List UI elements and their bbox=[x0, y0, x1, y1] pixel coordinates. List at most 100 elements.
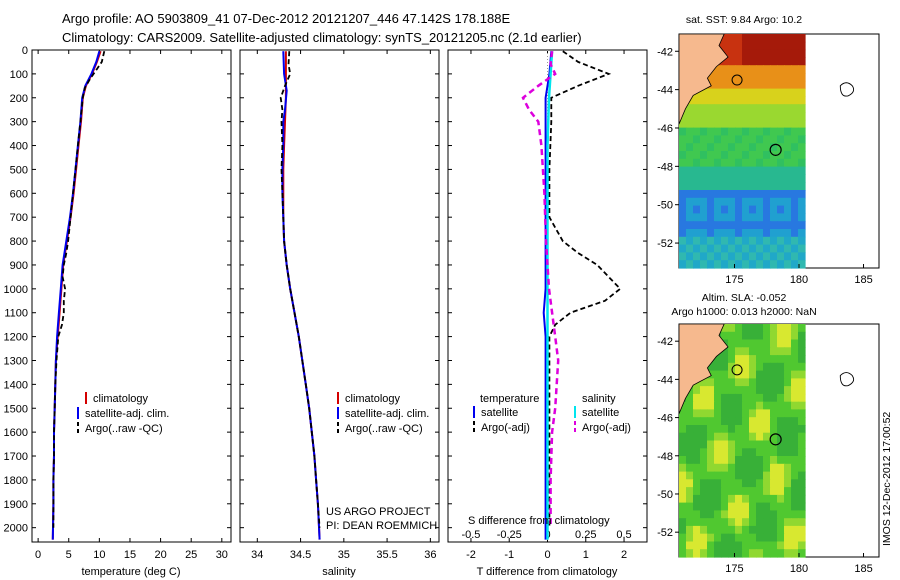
map-cell bbox=[679, 213, 687, 222]
map-cell bbox=[700, 88, 708, 97]
map-cell bbox=[756, 456, 764, 465]
map-cell bbox=[742, 182, 750, 191]
lon-tick-label: 175 bbox=[725, 274, 743, 286]
map-cell bbox=[798, 393, 806, 403]
map-cell bbox=[742, 463, 750, 473]
map-cell bbox=[763, 158, 771, 168]
map-cell bbox=[693, 494, 701, 504]
map-cell bbox=[714, 518, 722, 527]
map-cell bbox=[763, 331, 771, 341]
lat-tick-label: -46 bbox=[657, 123, 673, 135]
map-cell bbox=[756, 41, 764, 51]
map-cell bbox=[700, 479, 708, 488]
map-cell bbox=[763, 463, 771, 473]
map-cell bbox=[686, 425, 694, 434]
map-cell bbox=[770, 331, 778, 341]
map-cell bbox=[714, 197, 722, 207]
map-cell bbox=[742, 80, 750, 90]
map-cell bbox=[749, 80, 757, 90]
map-cell bbox=[770, 73, 778, 82]
map-cell bbox=[707, 456, 715, 465]
map-cell bbox=[756, 244, 764, 253]
argo-float-location bbox=[769, 143, 782, 156]
map-cell bbox=[700, 417, 708, 426]
map-cell bbox=[784, 96, 792, 105]
map-cell bbox=[784, 221, 792, 230]
map-cell bbox=[742, 533, 750, 543]
map-cell bbox=[756, 518, 764, 527]
map-cell bbox=[770, 471, 778, 480]
map-cell bbox=[770, 174, 778, 183]
map-cell bbox=[756, 182, 764, 191]
map-cell bbox=[770, 456, 778, 465]
map-cell bbox=[756, 409, 764, 418]
map-cell bbox=[686, 119, 694, 129]
map-cell bbox=[784, 244, 792, 253]
map-cell bbox=[686, 432, 694, 442]
map-cell bbox=[714, 151, 722, 160]
map-cell bbox=[686, 401, 694, 411]
map-cell bbox=[742, 151, 750, 160]
map-cell bbox=[770, 213, 778, 222]
map-cell bbox=[770, 244, 778, 253]
lon-tick-label: 175 bbox=[725, 563, 743, 575]
map-cell bbox=[721, 533, 729, 543]
map-cell bbox=[777, 88, 785, 97]
map-cell bbox=[728, 88, 736, 97]
map-cell bbox=[791, 362, 799, 372]
map-cell bbox=[728, 119, 736, 129]
map-cell bbox=[798, 158, 806, 168]
map-cell bbox=[728, 440, 736, 449]
map-cell bbox=[763, 479, 771, 488]
x-tick-label: 1 bbox=[583, 549, 589, 561]
map-cell bbox=[714, 252, 722, 261]
map-cell bbox=[749, 34, 757, 43]
map-cell bbox=[693, 393, 701, 403]
map-cell bbox=[784, 525, 792, 535]
map-cell bbox=[742, 440, 750, 449]
map-cell bbox=[777, 425, 785, 434]
map-cell bbox=[742, 456, 750, 465]
land-polygon bbox=[678, 33, 729, 125]
map-cell bbox=[756, 331, 764, 341]
map-cell bbox=[749, 370, 757, 379]
map-cell bbox=[763, 57, 771, 66]
map-cell bbox=[707, 471, 715, 480]
map-cell bbox=[735, 479, 743, 488]
map-cell bbox=[791, 456, 799, 465]
map-cell bbox=[763, 456, 771, 465]
map-cell bbox=[686, 213, 694, 222]
map-cell bbox=[756, 174, 764, 183]
map-cell bbox=[721, 73, 729, 82]
map-cell bbox=[721, 213, 729, 222]
map-cell bbox=[777, 339, 785, 348]
map-cell bbox=[693, 112, 701, 121]
map-cell bbox=[763, 135, 771, 144]
map-cell bbox=[742, 448, 750, 457]
map-cell bbox=[721, 355, 729, 364]
map-cell bbox=[784, 409, 792, 418]
map-cell bbox=[756, 440, 764, 449]
map-cell bbox=[721, 166, 729, 175]
map-cell bbox=[707, 143, 715, 152]
map-cell bbox=[714, 65, 722, 74]
map-cell bbox=[798, 463, 806, 473]
map-cell bbox=[756, 370, 764, 379]
map-cell bbox=[714, 432, 722, 442]
map-cell bbox=[784, 135, 792, 144]
map-cell bbox=[749, 479, 757, 488]
map-cell bbox=[714, 205, 722, 214]
map-cell bbox=[756, 432, 764, 442]
map-cell bbox=[707, 393, 715, 403]
map-cell bbox=[714, 425, 722, 434]
map-cell bbox=[749, 112, 757, 121]
map-cell bbox=[707, 417, 715, 426]
map-cell bbox=[798, 205, 806, 214]
map-cell bbox=[721, 158, 729, 168]
lat-tick-label: -42 bbox=[657, 46, 673, 58]
map-cell bbox=[721, 252, 729, 261]
map-cell bbox=[770, 229, 778, 238]
map-cell bbox=[798, 49, 806, 58]
depth-tick-label: 600 bbox=[10, 188, 28, 200]
lat-tick-label: -50 bbox=[657, 489, 673, 501]
